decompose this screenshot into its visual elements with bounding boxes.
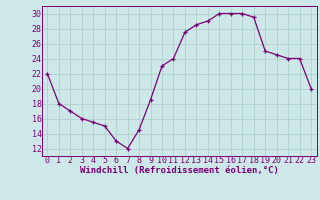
X-axis label: Windchill (Refroidissement éolien,°C): Windchill (Refroidissement éolien,°C) [80, 166, 279, 175]
